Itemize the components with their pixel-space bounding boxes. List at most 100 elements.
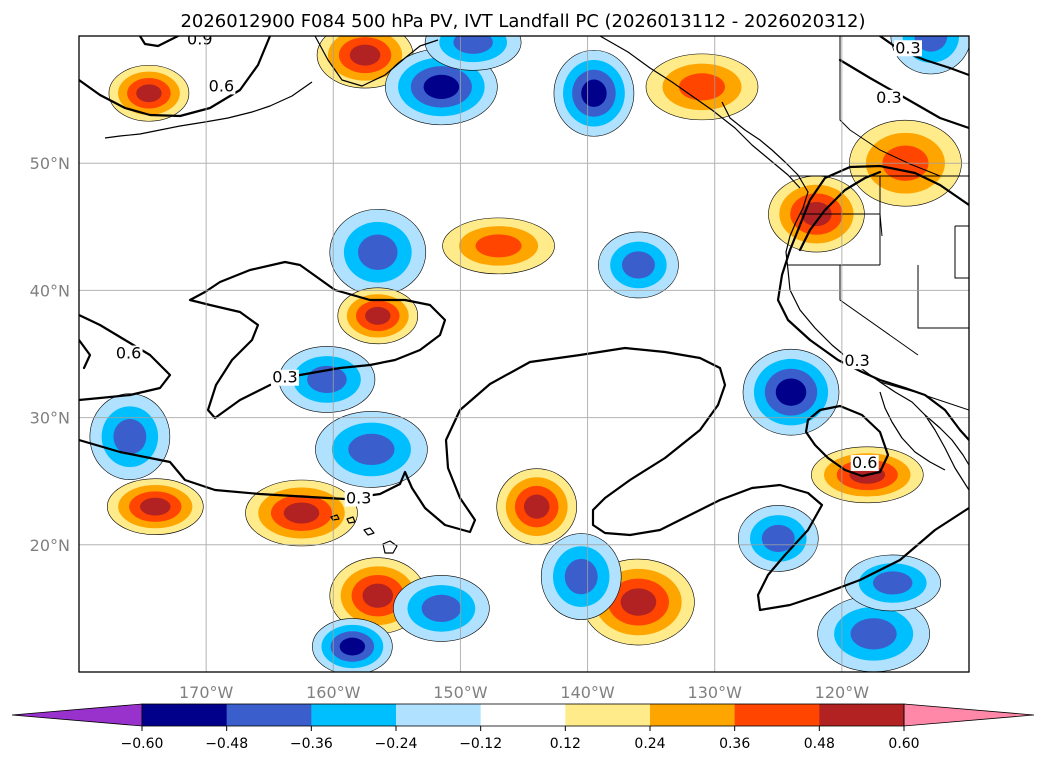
colorbar: −0.60 −0.48 −0.36 −0.24 −0.12 0.12 0.24 0.36 0.4…: [11, 703, 1035, 752]
colorbar-segment-7: [650, 704, 736, 726]
contour-label-bg-5: [344, 490, 373, 507]
pv-anomaly-fills: [89, 36, 969, 672]
pv-feature-28: [540, 533, 622, 620]
pv-feature-13: [337, 287, 419, 345]
colorbar-segment-8: [734, 704, 820, 726]
colorbar-segment-6: [565, 704, 651, 726]
alaska-panhandle-coastline: [599, 36, 801, 189]
pv-level--0.36: [113, 418, 147, 455]
pv-feature-15: [315, 411, 428, 488]
pv-level-0.36: [678, 73, 726, 101]
lon-label-5: 130°W: [688, 683, 743, 702]
contour-0.6-northwest: [79, 36, 272, 118]
colorbar-label-1: −0.60: [121, 736, 164, 752]
pv-level--0.36: [358, 234, 398, 270]
longitude-labels: 170°W 160°W 150°W 140°W 130°W 120°W: [179, 683, 869, 702]
gulf-of-california-coastline: [924, 414, 969, 466]
lon-label-6: 120°W: [815, 683, 870, 702]
chart-title: 2026012900 F084 500 hPa PV, IVT Landfall…: [180, 11, 865, 32]
contour-label-2: 0.6: [209, 76, 234, 95]
contour-label-bg-1: [185, 36, 214, 48]
pv-level-0.48: [523, 494, 550, 519]
contour-label-bg-7: [874, 89, 903, 106]
pv-feature-8: [329, 208, 427, 296]
colorbar-label-5: −0.12: [459, 736, 502, 752]
colorbar-label-9: 0.48: [804, 736, 835, 752]
pv-level--0.36: [761, 524, 795, 553]
lat-label-1: 20°N: [30, 536, 70, 555]
lon-label-1: 170°W: [179, 683, 234, 702]
contour-label-8: 0.3: [844, 351, 869, 370]
pv-level-0.48: [283, 502, 320, 524]
montana-border: [917, 265, 969, 329]
pv-level-0.48: [136, 84, 162, 103]
contour-label-7: 0.3: [876, 88, 901, 107]
british-columbia-coastline: [721, 101, 809, 209]
lat-label-3: 40°N: [30, 281, 70, 300]
pv-feature-22: [737, 505, 819, 572]
contour-label-bg-3: [114, 345, 143, 362]
colorbar-segment-4: [396, 704, 482, 726]
map-panel: 0.9 0.6 0.6 0.3 0.3 0.3 0.3 0.3 0.6 20°N 30°N 40°N…: [30, 29, 970, 702]
colorbar-segment-3: [311, 704, 397, 726]
hawaii-oahu: [346, 516, 356, 524]
contour-label-bg-2: [207, 78, 236, 95]
baja-california-coastline: [879, 391, 946, 471]
contour-label-1: 0.9: [187, 29, 212, 48]
colorbar-extend-max: [903, 703, 1035, 727]
pv-level--0.36: [872, 571, 913, 595]
pv-feature-19: [496, 468, 578, 545]
contour-0.6-west-edge: [79, 338, 92, 370]
lon-label-3: 150°W: [433, 683, 488, 702]
contour-0.3-north-pacific: [188, 260, 447, 420]
lon-label-2: 160°W: [306, 683, 361, 702]
contour-label-3: 0.6: [116, 344, 141, 363]
pv-level--0.36: [914, 36, 948, 52]
pv-level-0.48: [349, 44, 381, 66]
pv-level-0.48: [140, 497, 171, 516]
pv-level-0.48: [365, 306, 391, 325]
colorbar-segment-1: [142, 704, 228, 726]
pv-feature-6: [645, 53, 759, 121]
contour-label-9: 0.6: [852, 453, 877, 472]
map-frame: [78, 35, 970, 673]
contour-0.3-central-subtropical: [79, 346, 969, 612]
pv-feature-18: [245, 479, 358, 547]
aleutian-islands: [104, 81, 313, 139]
colorbar-extend-min: [11, 703, 143, 727]
colorbar-label-2: −0.48: [205, 736, 248, 752]
colorbar-label-6: 0.12: [550, 736, 581, 752]
contour-label-bg-8: [843, 353, 872, 370]
pv-level--0.36: [348, 433, 395, 466]
pv-level--0.48: [775, 378, 807, 406]
contour-0.6-west: [79, 313, 172, 402]
hawaii-kauai: [330, 514, 340, 521]
contour-label-bg-6: [893, 40, 922, 57]
alaska-coastline: [314, 36, 439, 87]
pv-feature-5: [424, 36, 522, 71]
lon-label-4: 140°W: [560, 683, 615, 702]
contour-labels: 0.9 0.6 0.6 0.3 0.3 0.3 0.3 0.3 0.6: [114, 29, 922, 508]
political-borders: [788, 36, 969, 411]
pv-feature-1: [108, 64, 190, 122]
contour-0.6-baja-loop: [804, 404, 890, 478]
contour-0.3-alaska-east: [878, 36, 969, 77]
colorbar-label-8: 0.36: [719, 736, 750, 752]
colorbar-label-7: 0.24: [634, 736, 665, 752]
pv-level-0.48: [362, 583, 394, 608]
contour-label-bg-4: [270, 369, 299, 386]
colorbar-label-3: −0.36: [290, 736, 333, 752]
colorbar-segment-5: [480, 704, 566, 726]
pv-level--0.36: [621, 251, 655, 279]
contour-0.6-california: [798, 170, 882, 252]
lat-label-2: 30°N: [30, 409, 70, 428]
pv-feature-17: [106, 478, 204, 535]
pv-level-0.48: [620, 588, 657, 616]
hawaii-big-island: [382, 540, 398, 554]
contour-label-bg-9: [850, 454, 879, 471]
pv-level--0.48: [581, 79, 607, 107]
pv-feature-27: [817, 595, 930, 672]
latitude-labels: 20°N 30°N 40°N 50°N: [30, 154, 70, 555]
map-background: [79, 36, 969, 672]
